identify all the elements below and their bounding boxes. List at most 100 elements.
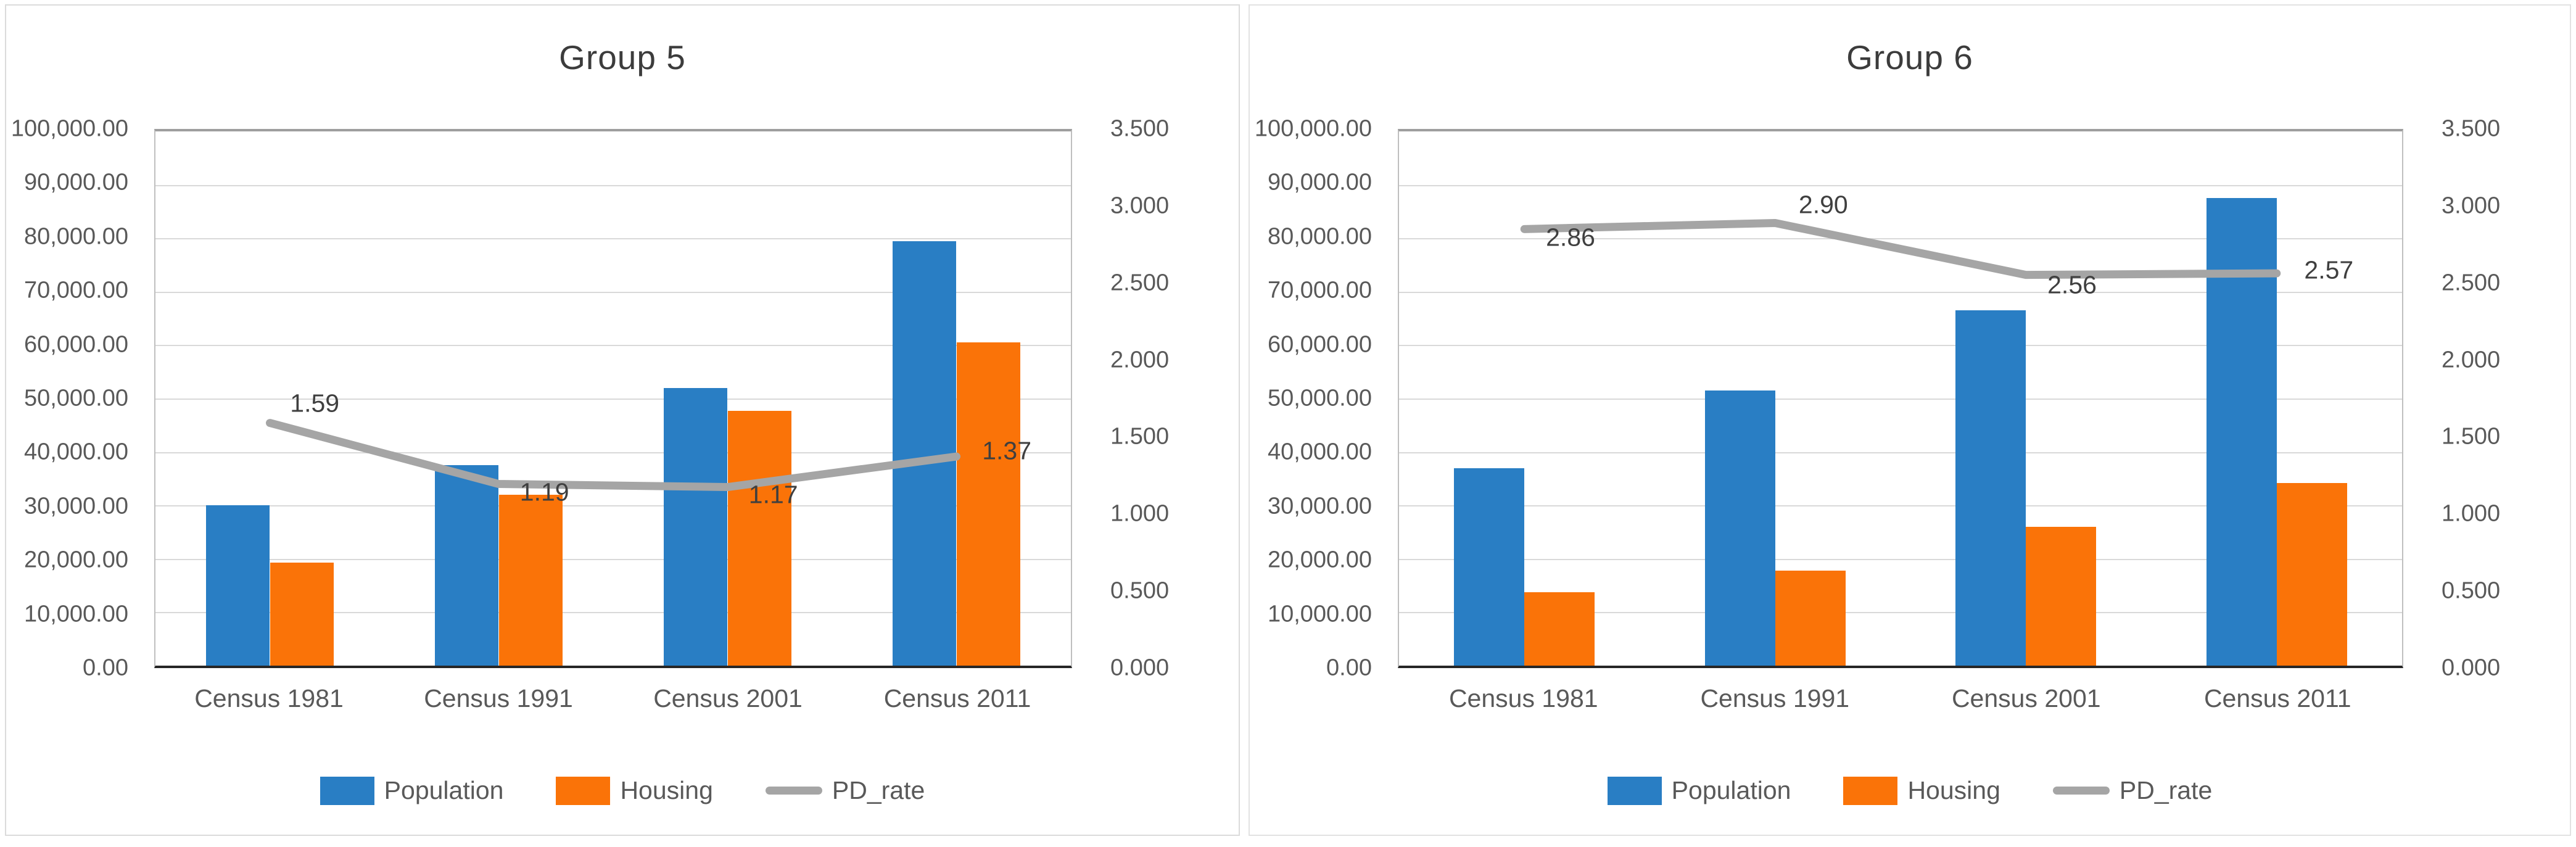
legend-label-population: Population — [384, 776, 504, 804]
gridline — [155, 238, 1071, 240]
gridline — [1399, 399, 2402, 400]
left-axis-tick: 60,000.00 — [1267, 331, 1372, 358]
bar-population — [663, 387, 728, 666]
plot-area: 1.59 1.19 1.17 1.37 — [154, 129, 1072, 668]
gridline — [1399, 345, 2402, 347]
x-axis-label: Census 1981 — [194, 684, 344, 713]
x-axis-label: Census 2011 — [2203, 684, 2351, 713]
bar-housing — [2276, 482, 2347, 666]
x-axis-label: Census 1991 — [1700, 684, 1850, 713]
bar-housing — [2026, 526, 2097, 666]
housing-swatch-icon — [556, 776, 611, 805]
left-axis-tick: 60,000.00 — [23, 331, 128, 358]
pd-rate-data-label: 2.86 — [1546, 223, 1595, 252]
left-axis-tick: 30,000.00 — [23, 493, 128, 519]
gridline — [1399, 612, 2402, 614]
left-axis-tick: 80,000.00 — [23, 223, 128, 250]
chart-panel-group5[interactable]: Group 5 100,000.00 90,000.00 80,000.00 70,0… — [5, 4, 1240, 836]
pd-rate-line-swatch-icon — [765, 787, 822, 795]
gridline — [1399, 184, 2402, 186]
right-axis-tick: 0.000 — [1110, 655, 1170, 681]
bar-population — [434, 465, 499, 666]
housing-swatch-icon — [1843, 776, 1898, 805]
legend-label-housing: Housing — [620, 776, 713, 804]
left-axis-tick: 20,000.00 — [23, 547, 128, 573]
right-axis-tick: 0.500 — [2442, 577, 2501, 604]
right-y-axis: 3.500 3.000 2.500 2.000 1.500 1.000 0.500 0.000 — [1092, 116, 1239, 681]
left-axis-tick: 90,000.00 — [1267, 169, 1372, 196]
right-axis-tick: 3.000 — [1110, 192, 1170, 219]
pd-rate-line — [270, 423, 957, 487]
right-axis-tick: 0.500 — [1110, 577, 1170, 604]
chart-panel-group6[interactable]: Group 6 100,000.00 90,000.00 80,000.00 70,0… — [1249, 4, 2571, 836]
bar-housing — [270, 562, 334, 666]
right-axis-tick: 2.500 — [1110, 270, 1170, 296]
left-axis-tick: 50,000.00 — [1267, 385, 1372, 411]
gridline — [1399, 238, 2402, 240]
gridline — [1399, 452, 2402, 453]
right-axis-tick: 2.000 — [1110, 347, 1170, 373]
left-y-axis: 100,000.00 90,000.00 80,000.00 70,000.00 60,… — [6, 116, 141, 681]
legend-label-population: Population — [1671, 776, 1791, 804]
left-axis-tick: 10,000.00 — [23, 601, 128, 627]
bar-housing — [727, 410, 792, 666]
population-swatch-icon — [1607, 776, 1662, 805]
gridline — [155, 345, 1071, 347]
right-axis-tick: 1.500 — [2442, 423, 2501, 450]
gridline — [155, 184, 1071, 186]
pd-rate-data-label: 2.57 — [2304, 255, 2354, 284]
bar-housing — [1775, 570, 1846, 666]
left-axis-tick: 100,000.00 — [1254, 115, 1372, 142]
gridline — [155, 505, 1071, 507]
gridline — [1399, 558, 2402, 560]
x-axis: Census 1981 Census 1991 Census 2001 Census … — [154, 684, 1072, 721]
bar-population — [205, 505, 270, 666]
left-y-axis: 100,000.00 90,000.00 80,000.00 70,000.00 60,… — [1250, 116, 1384, 681]
legend-item-housing: Housing — [556, 776, 713, 805]
right-axis-tick: 1.000 — [1110, 500, 1170, 527]
right-axis-tick: 0.000 — [2442, 655, 2501, 681]
left-axis-tick: 70,000.00 — [1267, 277, 1372, 304]
legend-item-pd-rate: PD_rate — [765, 776, 925, 805]
left-axis-tick: 100,000.00 — [10, 115, 128, 142]
left-axis-tick: 40,000.00 — [23, 439, 128, 465]
legend-label-pd-rate: PD_rate — [2119, 776, 2213, 804]
pd-rate-line-layer — [1399, 131, 2402, 666]
legend-item-population: Population — [1607, 776, 1791, 805]
right-axis-tick: 1.500 — [1110, 423, 1170, 450]
pd-rate-data-label: 1.19 — [519, 477, 569, 506]
legend-item-pd-rate: PD_rate — [2052, 776, 2213, 805]
bar-population — [1454, 468, 1525, 666]
right-axis-tick: 3.500 — [1110, 115, 1170, 142]
left-axis-tick: 90,000.00 — [23, 169, 128, 196]
legend-item-housing: Housing — [1843, 776, 2000, 805]
gridline — [155, 399, 1071, 400]
right-axis-tick: 2.500 — [2442, 270, 2501, 296]
x-axis: Census 1981 Census 1991 Census 2001 Census … — [1398, 684, 2403, 721]
pd-rate-data-label: 2.90 — [1798, 190, 1848, 219]
left-axis-tick: 70,000.00 — [23, 277, 128, 304]
pd-rate-data-label: 1.59 — [290, 389, 340, 418]
x-axis-label: Census 1991 — [424, 684, 573, 713]
chart-title: Group 5 — [559, 38, 686, 76]
left-axis-tick: 50,000.00 — [23, 385, 128, 411]
gridline — [1399, 505, 2402, 507]
bar-population — [892, 241, 957, 666]
right-axis-tick: 1.000 — [2442, 500, 2501, 527]
bar-population — [1955, 310, 2026, 666]
pd-rate-line-layer — [155, 131, 1071, 666]
right-axis-tick: 3.000 — [2442, 192, 2501, 219]
left-axis-tick: 20,000.00 — [1267, 547, 1372, 573]
pd-rate-data-label: 1.17 — [748, 480, 798, 509]
x-axis-label: Census 2001 — [653, 684, 803, 713]
gridline — [155, 452, 1071, 453]
left-axis-tick: 40,000.00 — [1267, 439, 1372, 465]
pd-rate-data-label: 1.37 — [982, 436, 1032, 465]
pd-rate-line-swatch-icon — [2052, 787, 2110, 795]
right-y-axis: 3.500 3.000 2.500 2.000 1.500 1.000 0.500 0.000 — [2423, 116, 2570, 681]
left-axis-tick: 30,000.00 — [1267, 493, 1372, 519]
legend: Population Housing PD_rate — [6, 776, 1239, 805]
gridline — [155, 558, 1071, 560]
legend-label-pd-rate: PD_rate — [832, 776, 925, 804]
